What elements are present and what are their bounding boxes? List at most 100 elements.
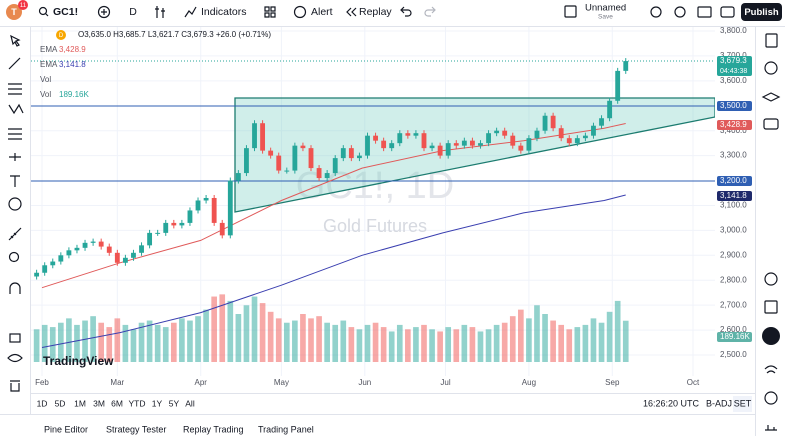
range-button[interactable]: 1D [37,398,48,408]
chat-icon[interactable] [763,118,779,130]
right-panel [756,27,785,436]
replay-icon[interactable] [346,7,357,17]
panel-tab[interactable]: Trading Panel [258,424,314,434]
stream-icon[interactable] [764,365,778,374]
layout-name[interactable]: Unnamed [585,3,626,14]
apps-icon[interactable] [762,327,780,345]
price-tag [717,332,752,342]
range-button[interactable]: 5Y [169,398,180,408]
candle-body [219,222,225,236]
candle-body [179,222,185,226]
watchlist-icon[interactable] [765,33,778,48]
symbol-name[interactable]: GC1! [53,6,78,18]
panel-tab[interactable]: Strategy Tester [106,424,166,434]
range-button[interactable]: 1Y [152,398,163,408]
pattern-tool[interactable] [8,103,24,115]
brush-tool[interactable] [9,153,21,161]
candle-body [582,135,588,139]
trendline-tool[interactable] [8,57,21,70]
icon-tool[interactable] [8,197,22,211]
volume-bar [606,311,613,362]
text-tool[interactable] [10,175,20,187]
adjustment-toggle[interactable]: B-ADJ [706,398,732,408]
indicators-icon[interactable] [184,6,197,18]
lock-tool[interactable] [9,333,21,343]
panel-tab[interactable]: Pine Editor [44,424,88,434]
publish-button[interactable] [741,3,782,21]
candle-body [244,148,249,174]
volume-bar [372,322,379,362]
range-button[interactable]: 5D [55,398,66,408]
x-tick-label: Mar [110,378,124,387]
volume-bar [421,324,427,362]
forecast-tool[interactable] [8,128,22,140]
indicator-name[interactable]: Vol [40,75,51,84]
undo-icon[interactable] [400,6,412,17]
layouts-icon[interactable] [264,6,276,18]
magnet-tool[interactable] [9,282,21,294]
y-tick-label: 3,000.0 [720,225,747,234]
candle-body [365,135,370,156]
layers-icon[interactable] [765,425,777,431]
alert-icon[interactable] [293,5,307,19]
volume-bar [501,322,508,362]
fullscreen-icon[interactable] [697,6,712,18]
candle-body [389,143,395,149]
chart-type-icon[interactable] [155,6,165,18]
indicator-value: 3,141.8 [59,60,86,69]
cursor-tool[interactable] [10,34,21,47]
candle-body [405,133,411,136]
volume-bar [590,318,597,362]
range-button[interactable]: All [185,398,195,408]
range-button[interactable]: 1M [74,398,86,408]
fib-tool[interactable] [8,83,22,95]
hotlist-icon[interactable] [764,272,778,286]
compare-icon[interactable] [97,5,111,19]
range-button[interactable]: YTD [129,398,146,408]
settings-icon[interactable] [674,6,686,18]
volume-bar [308,318,314,362]
session-toggle[interactable]: SET [734,398,752,408]
range-button[interactable]: 6M [111,398,123,408]
user-avatar[interactable] [6,4,22,20]
y-tick-label: 2,500.0 [720,350,747,359]
volume-bar [283,322,290,362]
layout-icon[interactable] [564,5,577,18]
volume-bar [74,324,80,362]
candle-body [550,115,556,129]
candle-body [510,135,516,146]
volume-bar [41,324,48,362]
panel-tab[interactable]: Replay Trading [183,424,244,434]
y-tick-label: 3,400.0 [720,126,747,135]
search-icon[interactable] [38,6,48,16]
candle-body [187,210,193,223]
volume-bar [114,318,121,362]
volume-bar [170,322,177,362]
volume-bar [429,329,435,362]
zoom-tool[interactable] [8,251,20,263]
indicator-name[interactable]: EMA [40,45,58,54]
volume-bar [469,327,476,362]
candle-body [453,143,459,146]
ruler-tool[interactable] [8,227,22,241]
snapshot-icon[interactable] [720,6,735,18]
volume-bar [534,305,540,362]
indicator-name[interactable]: Vol [40,90,51,99]
interval-button[interactable]: D [129,6,137,18]
clock: 16:26:20 UTC [643,398,700,408]
indicator-name[interactable]: EMA [40,60,58,69]
help-icon[interactable] [764,391,778,405]
redo-icon[interactable] [424,6,436,17]
candle-body [66,250,72,256]
trash-tool[interactable] [10,380,20,392]
volume-bar [195,316,201,362]
quick-search-icon[interactable] [650,6,662,18]
calendar-icon[interactable] [764,300,778,314]
replay-button[interactable]: Replay [359,6,392,18]
visibility-tool[interactable] [7,353,23,363]
alerts-panel-icon[interactable] [764,61,778,75]
alert-button[interactable]: Alert [311,6,333,18]
object-tree-icon[interactable] [761,92,781,102]
range-button[interactable]: 3M [93,398,105,408]
indicators-button[interactable]: Indicators [201,6,247,18]
